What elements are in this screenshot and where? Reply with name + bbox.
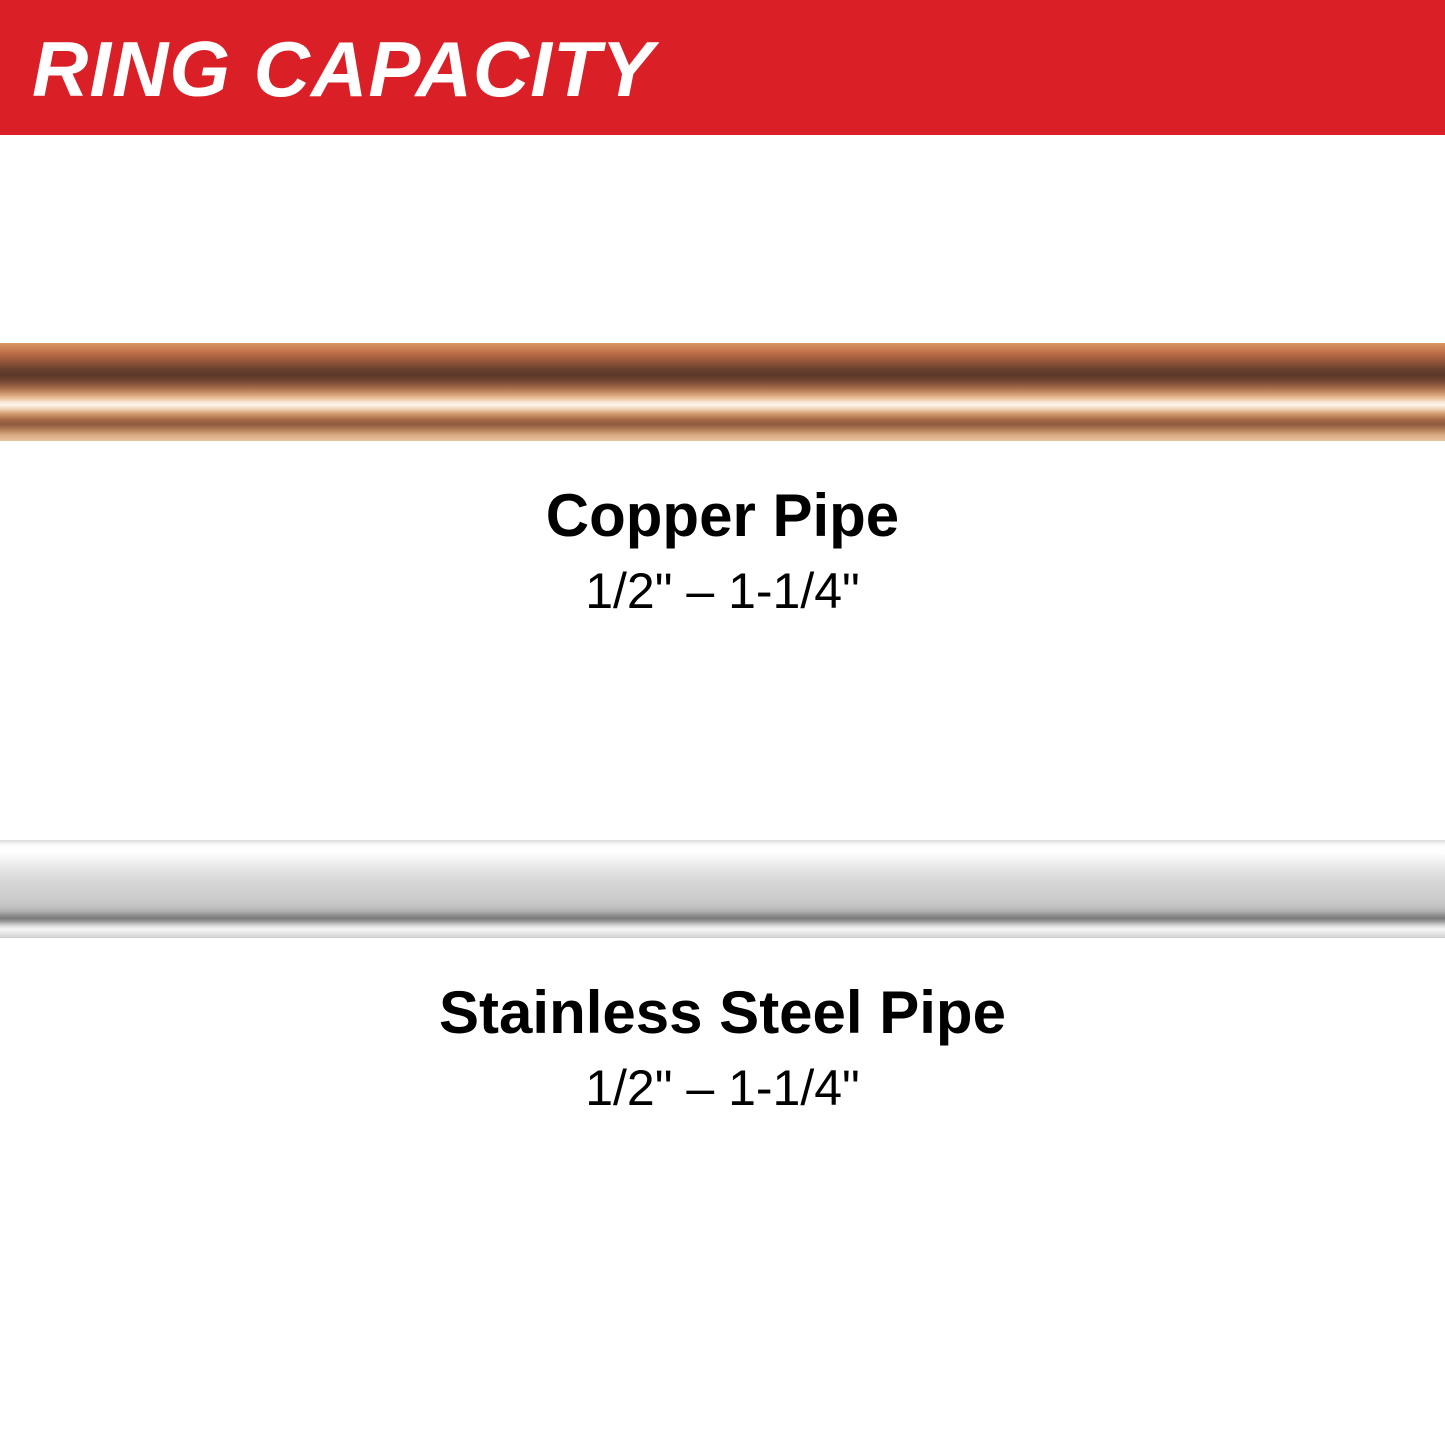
- copper-pipe-section: Copper Pipe 1/2" – 1-1/4": [0, 343, 1445, 620]
- copper-pipe-range: 1/2" – 1-1/4": [585, 562, 860, 620]
- copper-pipe-graphic: [0, 343, 1445, 441]
- header-title: RING CAPACITY: [32, 25, 655, 113]
- steel-pipe-title: Stainless Steel Pipe: [439, 978, 1006, 1047]
- steel-pipe-graphic: [0, 840, 1445, 938]
- header-bar: RING CAPACITY: [0, 0, 1445, 135]
- content-area: Copper Pipe 1/2" – 1-1/4" Stainless Stee…: [0, 135, 1445, 1445]
- copper-pipe-title: Copper Pipe: [546, 481, 899, 550]
- steel-pipe-range: 1/2" – 1-1/4": [585, 1059, 860, 1117]
- steel-pipe-section: Stainless Steel Pipe 1/2" – 1-1/4": [0, 840, 1445, 1117]
- infographic-container: RING CAPACITY Copper Pipe 1/2" – 1-1/4" …: [0, 0, 1445, 1445]
